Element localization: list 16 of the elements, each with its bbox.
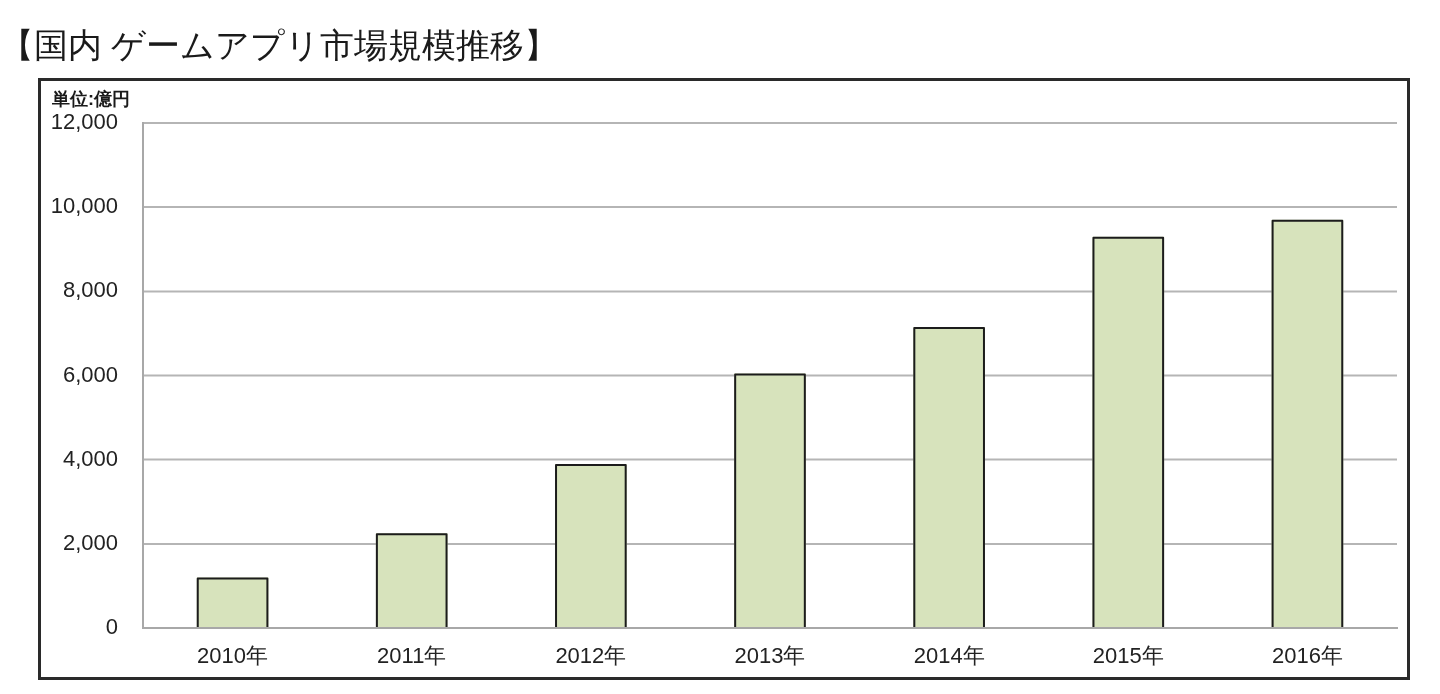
y-tick-label: 6,000 (62, 361, 118, 387)
x-tick-label: 2013年 (734, 643, 806, 669)
y-axis-title: 単位:億円 (52, 89, 130, 109)
x-tick-label: 2011年 (377, 643, 447, 669)
x-tick-label: 2016年 (1271, 643, 1343, 669)
y-tick-label: 4,000 (62, 445, 118, 471)
x-tick-label: 2014年 (913, 643, 985, 669)
y-tick-label: 12,000 (50, 109, 118, 135)
x-tick-label: 2010年 (197, 643, 269, 669)
chart-title: 【国内 ゲームアプリ市場規模推移】 (0, 25, 559, 66)
y-tick-label: 2,000 (62, 529, 118, 555)
x-tick-label: 2012年 (555, 643, 627, 669)
x-tick-label: 2015年 (1092, 643, 1164, 669)
y-tick-label: 8,000 (62, 277, 118, 303)
y-tick-label: 0 (105, 614, 118, 640)
y-tick-label: 10,000 (50, 193, 118, 219)
